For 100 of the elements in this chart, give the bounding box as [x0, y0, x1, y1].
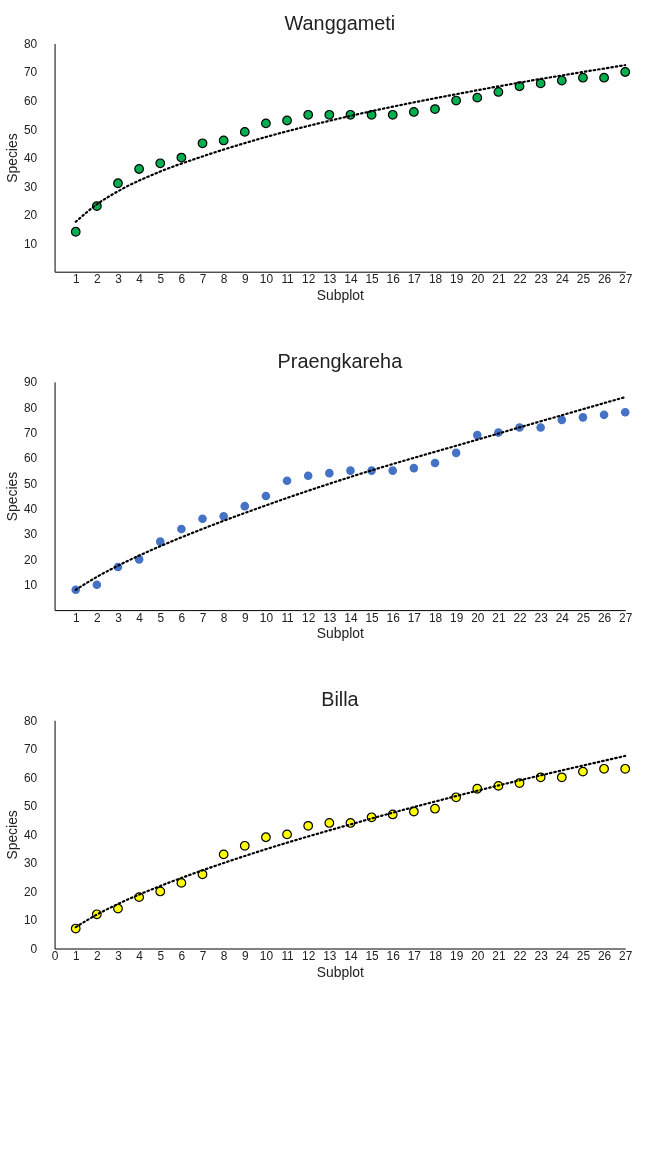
x-tick-label: 12: [302, 948, 316, 963]
x-tick-label: 24: [555, 272, 570, 287]
point: [113, 178, 123, 189]
point: [556, 75, 567, 86]
x-tick-label: 14: [344, 948, 358, 963]
y-tick-label: 20: [23, 208, 38, 223]
point: [472, 92, 483, 103]
point: [409, 463, 419, 473]
y-tick-label: 50: [23, 799, 38, 814]
point: [282, 115, 292, 126]
x-tick-label: 6: [178, 272, 186, 287]
x-tick-label: 21: [492, 948, 506, 963]
x-tick-label: 9: [241, 948, 249, 963]
x-axis-title: Subplot: [316, 286, 365, 303]
x-tick-label: 10: [259, 610, 274, 625]
point: [239, 127, 250, 137]
x-tick-label: 9: [241, 610, 249, 625]
point: [176, 878, 187, 888]
x-tick-label: 27: [619, 948, 633, 963]
x-tick-label: 27: [619, 610, 633, 625]
chart-title: Praengkareha: [277, 349, 404, 372]
x-tick-label: 0: [51, 948, 59, 963]
x-tick-label: 21: [492, 272, 506, 287]
x-tick-label: 8: [220, 610, 228, 625]
x-tick-label: 1: [72, 610, 80, 625]
x-tick-label: 5: [157, 610, 165, 625]
point: [303, 109, 314, 120]
x-tick-label: 7: [199, 948, 207, 963]
point: [620, 67, 631, 77]
point: [388, 466, 398, 475]
x-tick-label: 14: [344, 610, 358, 625]
y-tick-label: 20: [23, 884, 38, 899]
y-tick-label: 10: [23, 236, 38, 251]
point: [599, 72, 609, 83]
x-tick-label: 10: [259, 948, 274, 963]
point: [303, 820, 314, 831]
x-tick-label: 27: [619, 272, 633, 287]
y-tick-label: 90: [23, 375, 38, 390]
x-tick-label: 7: [199, 610, 207, 625]
point: [261, 118, 271, 129]
x-tick-label: 4: [136, 272, 144, 287]
y-tick-label: 60: [23, 451, 38, 466]
point: [240, 501, 250, 511]
x-tick-label: 21: [492, 610, 506, 625]
x-tick-label: 23: [534, 610, 549, 625]
x-tick-label: 20: [471, 948, 485, 963]
y-tick-label: 80: [23, 713, 38, 728]
y-tick-label: 60: [23, 770, 38, 785]
point: [177, 524, 186, 534]
x-tick-label: 16: [386, 948, 401, 963]
x-tick-label: 26: [597, 272, 612, 287]
x-tick-label: 22: [513, 272, 528, 287]
x-tick-label: 20: [471, 610, 485, 625]
point: [408, 107, 419, 117]
x-tick-label: 13: [323, 272, 337, 287]
x-tick-label: 11: [281, 272, 295, 287]
x-tick-label: 24: [555, 610, 570, 625]
point: [113, 903, 123, 914]
point: [282, 476, 292, 486]
point: [599, 763, 609, 774]
point: [218, 849, 229, 860]
x-tick-label: 6: [178, 948, 186, 963]
x-tick-label: 20: [471, 272, 485, 287]
point: [325, 468, 334, 478]
x-tick-label: 19: [450, 610, 464, 625]
x-tick-label: 13: [323, 948, 337, 963]
x-tick-label: 16: [386, 610, 401, 625]
point: [134, 164, 145, 174]
point: [261, 491, 271, 501]
x-tick-label: 2: [94, 610, 102, 625]
x-tick-label: 2: [94, 948, 102, 963]
x-tick-label: 8: [220, 272, 228, 287]
x-tick-label: 2: [94, 272, 102, 287]
x-tick-label: 18: [428, 272, 443, 287]
point: [556, 772, 567, 783]
x-tick-label: 17: [407, 610, 422, 625]
x-tick-label: 24: [555, 948, 570, 963]
point: [198, 514, 207, 524]
point: [324, 109, 335, 120]
point: [578, 766, 588, 777]
x-tick-label: 25: [576, 948, 591, 963]
y-axis-title: Species: [4, 133, 21, 183]
x-tick-label: 5: [157, 948, 165, 963]
x-tick-label: 12: [302, 272, 316, 287]
x-tick-label: 6: [178, 610, 186, 625]
x-tick-label: 10: [259, 272, 274, 287]
point: [155, 158, 166, 169]
point: [620, 763, 631, 774]
point: [408, 806, 419, 817]
x-tick-label: 11: [281, 948, 295, 963]
point: [557, 415, 567, 425]
y-axis-title: Species: [4, 471, 21, 522]
point: [620, 408, 630, 417]
y-tick-label: 50: [23, 122, 38, 137]
x-tick-label: 26: [597, 610, 612, 625]
point: [472, 430, 482, 440]
y-tick-label: 40: [23, 502, 38, 517]
x-tick-label: 23: [534, 948, 549, 963]
y-tick-label: 70: [23, 65, 38, 80]
point: [430, 803, 440, 814]
